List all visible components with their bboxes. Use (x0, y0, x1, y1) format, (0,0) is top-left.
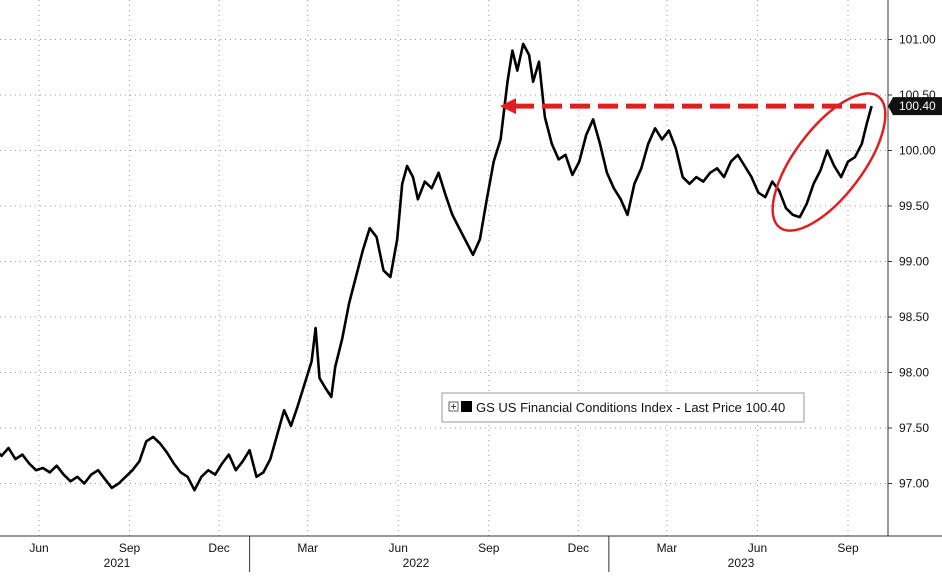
x-tick-label: Jun (389, 541, 408, 555)
x-tick-label: Sep (119, 541, 141, 555)
y-tick-label: 97.00 (899, 477, 929, 491)
last-price-tag: 100.40 (888, 97, 942, 116)
x-tick-label: Dec (208, 541, 229, 555)
x-tick-label: Mar (297, 541, 318, 555)
series-layer (0, 42, 873, 492)
x-tick-label: Jun (748, 541, 767, 555)
legend-swatch (461, 401, 472, 412)
annotation-layer: 100.40 (500, 92, 942, 232)
highlight-ellipse (771, 92, 887, 232)
x-year-label: 2023 (728, 556, 755, 570)
x-year-label: 2021 (104, 556, 131, 570)
x-tick-label: Mar (657, 541, 678, 555)
y-tick-label: 99.00 (899, 255, 929, 269)
legend-label: GS US Financial Conditions Index - Last … (476, 400, 785, 415)
y-tick-label: 97.50 (899, 421, 929, 435)
legend-box (441, 392, 805, 423)
legend-layer: GS US Financial Conditions Index - Last … (441, 392, 805, 423)
x-tick-label: Sep (837, 541, 859, 555)
y-tick-label: 101.00 (899, 33, 936, 47)
y-tick-label: 100.00 (899, 144, 936, 158)
x-tick-label: Dec (568, 541, 589, 555)
series-line (0, 42, 873, 492)
last-price-box (888, 97, 942, 116)
x-year-label: 2022 (403, 556, 430, 570)
x-tick-label: Jun (29, 541, 48, 555)
y-tick-label: 99.50 (899, 199, 929, 213)
last-price-label: 100.40 (899, 99, 936, 113)
x-tick-label: Sep (478, 541, 500, 555)
grid-layer (0, 0, 888, 536)
y-tick-label: 98.00 (899, 366, 929, 380)
y-tick-label: 98.50 (899, 310, 929, 324)
arrow-head (500, 98, 516, 115)
